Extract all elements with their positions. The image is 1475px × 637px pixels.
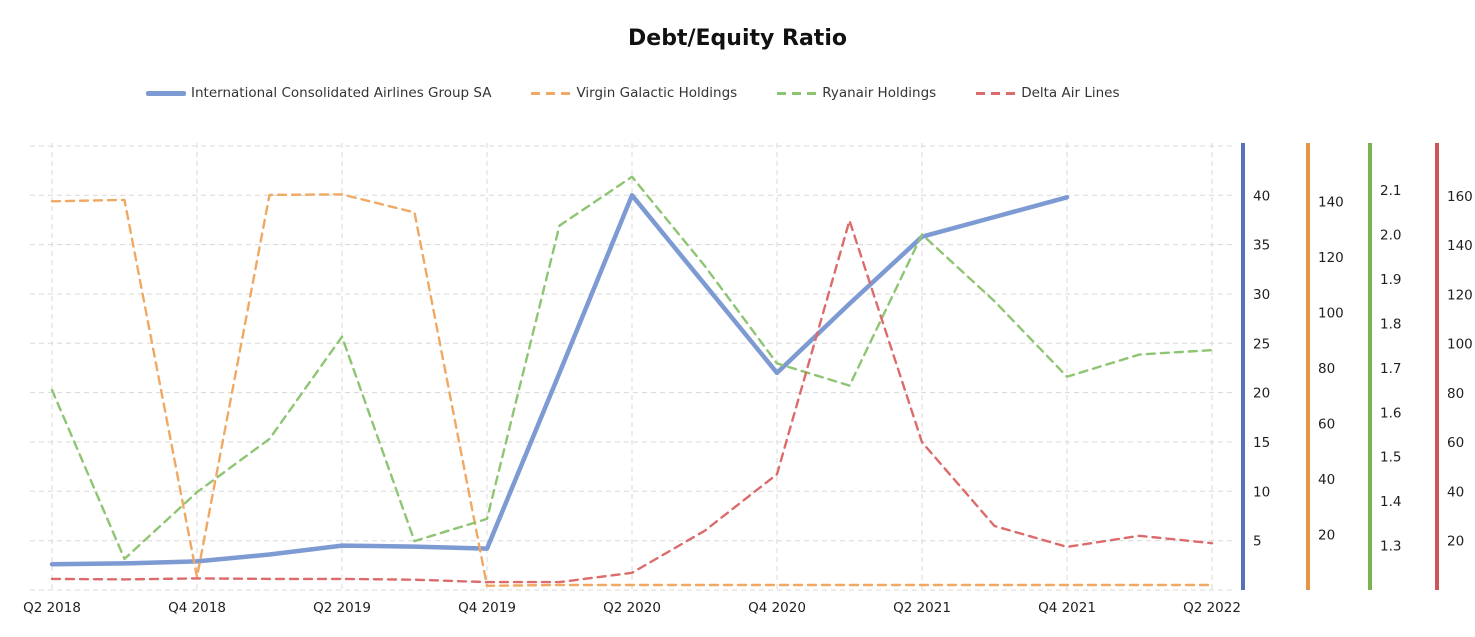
series-line-international-consolidated-airlines-group-sa[interactable] (49, 193, 1070, 567)
x-axis-label: Q2 2019 (313, 600, 371, 616)
axis-tick-label: 80 (1318, 361, 1335, 377)
axis-tick-label: 35 (1253, 238, 1270, 254)
x-axis-label: Q2 2021 (893, 600, 951, 616)
x-axis-label: Q4 2019 (458, 600, 516, 616)
series-line-virgin-galactic-holdings[interactable] (50, 193, 1214, 587)
legend-item-virgin-galactic-holdings[interactable]: Virgin Galactic Holdings (531, 85, 737, 101)
axis-tick-label: 80 (1447, 386, 1464, 402)
axis-tick-label: 100 (1318, 305, 1344, 321)
axis-tick-label: 40 (1318, 472, 1335, 488)
axis-tick-label: 40 (1253, 188, 1270, 204)
axis-tick-label: 2.1 (1380, 183, 1401, 199)
axis-tick-label: 120 (1318, 250, 1344, 266)
axis-tick-label: 1.3 (1380, 539, 1401, 555)
axis-tick-label: 25 (1253, 336, 1270, 352)
legend-item-delta-air-lines[interactable]: Delta Air Lines (976, 85, 1120, 101)
series-line-delta-air-lines[interactable] (50, 219, 1214, 584)
dashed-line-swatch-icon (976, 91, 1017, 95)
axis-tick-label: 1.5 (1380, 450, 1401, 466)
value-axis-ryanair-holdings: 1.3 1.4 1.5 1.6 1.7 1.8 1.9 2.0 2.1 (1368, 143, 1401, 590)
axis-tick-label: 60 (1318, 416, 1335, 432)
legend-item-international-consolidated-airlines-group-sa[interactable]: International Consolidated Airlines Grou… (146, 85, 491, 101)
legend-label: Virgin Galactic Holdings (576, 85, 738, 101)
legend-label: Ryanair Holdings (822, 85, 937, 101)
dashed-line-swatch-icon (777, 91, 818, 95)
x-axis-label: Q4 2021 (1038, 600, 1096, 616)
solid-line-swatch-icon (146, 90, 186, 96)
axis-tick-label: 1.4 (1380, 494, 1401, 510)
axis-tick-label: 1.6 (1380, 405, 1401, 421)
dashed-line-swatch-icon (531, 91, 572, 95)
axis-tick-label: 20 (1253, 386, 1270, 402)
x-axis-label: Q2 2020 (603, 600, 661, 616)
axis-tick-label: 1.8 (1380, 316, 1401, 332)
legend-label: International Consolidated Airlines Grou… (191, 85, 492, 101)
legend: International Consolidated Airlines Grou… (146, 85, 1120, 101)
axis-tick-label: 20 (1318, 527, 1335, 543)
legend-label: Delta Air Lines (1021, 85, 1120, 101)
axis-tick-label: 2.0 (1380, 228, 1401, 244)
axis-tick-label: 5 (1253, 534, 1262, 550)
axis-tick-label: 140 (1318, 194, 1344, 210)
axis-tick-label: 30 (1253, 287, 1270, 303)
axis-tick-label: 1.7 (1380, 361, 1401, 377)
axis-tick-label: 140 (1447, 238, 1473, 254)
axis-tick-label: 160 (1447, 189, 1473, 205)
legend-item-ryanair-holdings[interactable]: Ryanair Holdings (777, 85, 936, 101)
value-axis-international-consolidated-airlines-group-sa: 5 10 15 20 25 30 35 40 (1241, 143, 1270, 590)
x-axis-label: Q2 2022 (1183, 600, 1241, 616)
chart-title: Debt/Equity Ratio (628, 26, 847, 51)
axis-tick-label: 120 (1447, 287, 1473, 303)
x-axis-label: Q4 2018 (168, 600, 226, 616)
x-axis-label: Q2 2018 (23, 600, 81, 616)
x-axis-label: Q4 2020 (748, 600, 806, 616)
value-axis-delta-air-lines: 20 40 60 80 100 120 140 160 (1435, 143, 1473, 590)
axis-tick-label: 1.9 (1380, 272, 1401, 288)
axis-tick-label: 20 (1447, 534, 1464, 550)
axis-tick-label: 15 (1253, 435, 1270, 451)
axis-tick-label: 10 (1253, 484, 1270, 500)
value-axis-virgin-galactic-holdings: 20 40 60 80 100 120 140 (1306, 143, 1344, 590)
x-axis-labels: Q2 2018 Q4 2018 Q2 2019 Q4 2019 Q2 2020 Q4 20… (23, 600, 1241, 616)
axis-tick-label: 40 (1447, 484, 1464, 500)
gridlines (30, 143, 1232, 591)
axis-tick-label: 100 (1447, 337, 1473, 353)
series-line-ryanair-holdings[interactable] (50, 175, 1214, 561)
axis-tick-label: 60 (1447, 435, 1464, 451)
